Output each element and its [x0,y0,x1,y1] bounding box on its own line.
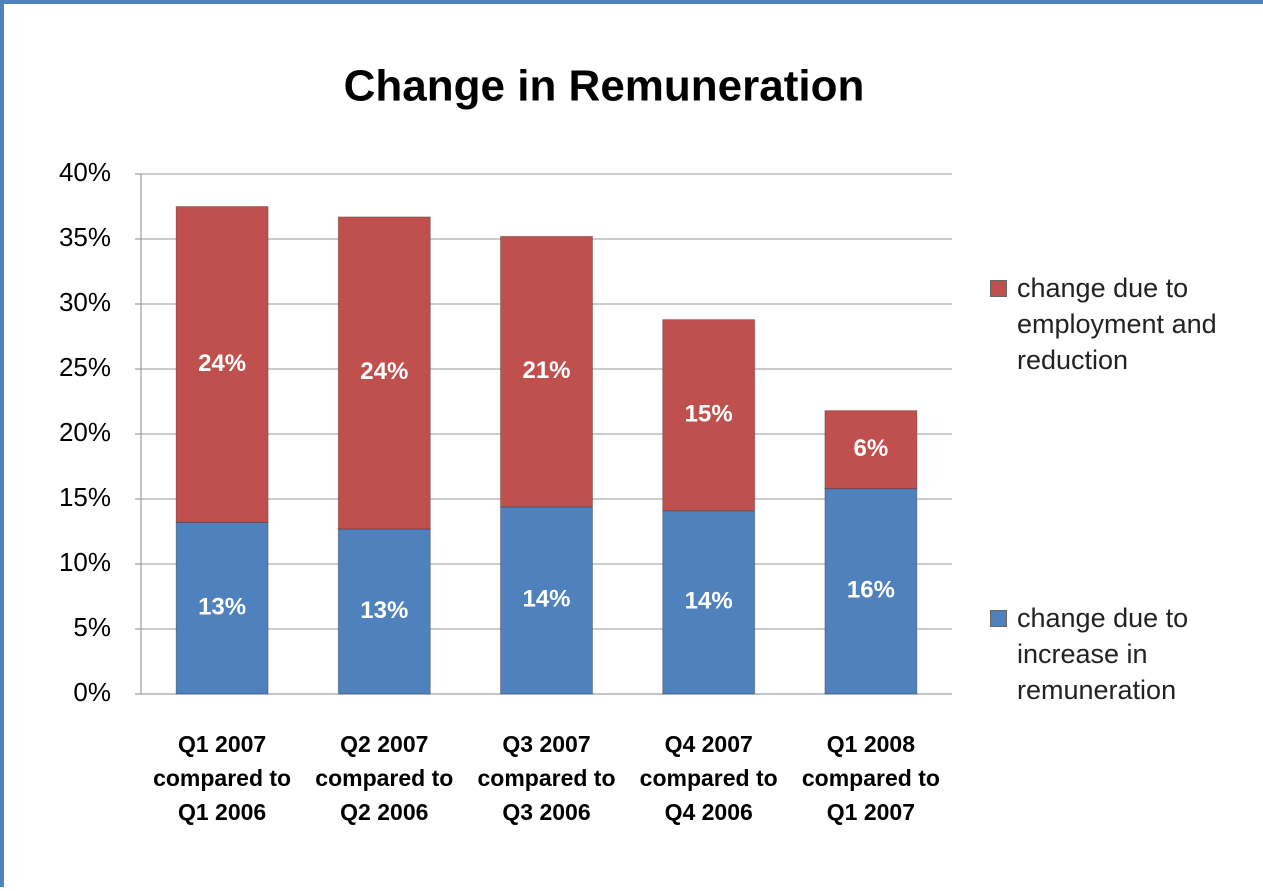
chart-title: Change in Remuneration [344,62,865,111]
x-tick-line: Q4 2006 [665,799,753,825]
x-tick-line: Q2 2007 [340,731,428,757]
x-tick-label: Q3 2007 compared to Q3 2006 [477,731,615,825]
data-label: 6% [854,435,889,462]
data-label: 13% [198,594,246,621]
legend-swatch [990,280,1007,297]
y-tick-label: 0% [73,677,111,707]
x-tick-label: Q1 2008 compared to Q1 2007 [802,731,940,825]
data-label: 14% [685,588,733,615]
x-tick-line: compared to [640,765,778,791]
x-tick-line: compared to [153,765,291,791]
x-tick-line: Q3 2007 [502,731,590,757]
y-tick-label: 15% [59,482,111,512]
y-tick-label: 30% [59,287,111,317]
data-label: 24% [198,350,246,377]
data-label: 16% [847,577,895,604]
bar-segment [824,488,918,695]
x-tick-line: Q3 2006 [502,799,590,825]
y-tick-label: 10% [59,547,111,577]
x-tick-line: Q4 2007 [665,731,753,757]
x-tick-label: Q2 2007 compared to Q2 2006 [315,731,453,825]
bar-segment [824,410,918,490]
y-tick-label: 40% [59,157,111,187]
data-label: 24% [360,358,408,385]
data-label: 14% [522,586,570,613]
y-tick-label: 20% [59,417,111,447]
bar-segment [500,235,593,508]
x-tick-line: compared to [802,765,940,791]
x-tick-line: Q1 2006 [178,799,266,825]
x-tick-line: compared to [477,765,615,791]
bar-segment [662,319,756,512]
bar-segment [175,206,269,523]
data-label: 21% [522,357,570,384]
legend-item: change due to employment and reduction [990,270,1255,378]
chart: Change in Remuneration 0% 5% 10% 15% 20% 25% 3… [59,62,952,825]
legend-item: change due to increase in remuneration [990,600,1255,708]
x-tick-line: Q1 2007 [178,731,266,757]
x-tick-line: Q2 2006 [340,799,428,825]
legend-label: change due to employment and reduction [1017,273,1217,375]
bar-segment [337,528,431,695]
x-tick-line: Q1 2007 [827,799,915,825]
legend-label: change due to increase in remuneration [1017,603,1189,705]
y-tick-label: 35% [59,222,111,252]
data-label: 13% [360,597,408,624]
bar-segment [662,510,756,695]
bar-segment [337,216,431,530]
legend-swatch [990,610,1007,627]
x-tick-line: compared to [315,765,453,791]
data-label: 15% [685,400,733,427]
y-tick-label: 5% [73,612,111,642]
x-tick-label: Q4 2007 compared to Q4 2006 [640,731,778,825]
bar-segment [500,506,593,695]
x-tick-line: Q1 2008 [827,731,915,757]
y-tick-label: 25% [59,352,111,382]
x-tick-label: Q1 2007 compared to Q1 2006 [153,731,291,825]
